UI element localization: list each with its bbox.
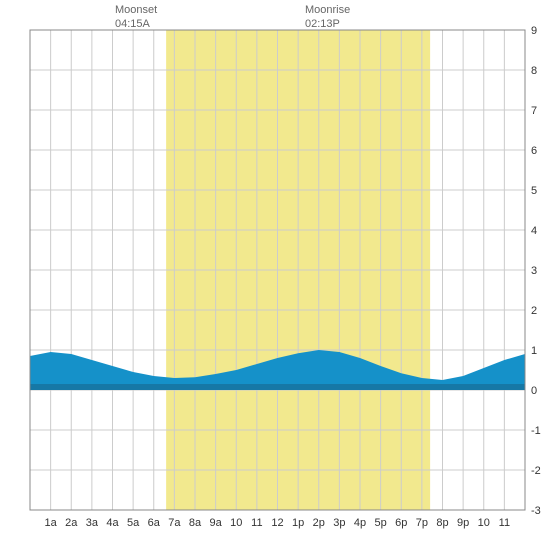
y-tick-label: 5 — [531, 185, 537, 197]
x-tick-label: 5p — [375, 517, 387, 529]
x-tick-label: 4a — [106, 517, 119, 529]
y-tick-label: 2 — [531, 305, 537, 317]
moonrise-annotation: Moonrise 02:13P — [305, 3, 350, 32]
chart-svg: -3-2-101234567891a2a3a4a5a6a7a8a9a101112… — [0, 0, 550, 550]
tide-dark-band — [30, 384, 525, 390]
x-tick-label: 11 — [499, 517, 510, 529]
x-tick-label: 2p — [313, 517, 325, 529]
x-tick-label: 1p — [292, 517, 304, 529]
x-tick-label: 7a — [168, 517, 181, 529]
moonset-time: 04:15A — [115, 17, 157, 31]
x-tick-label: 3p — [333, 517, 345, 529]
moonrise-title: Moonrise — [305, 3, 350, 17]
x-tick-label: 12 — [271, 517, 283, 529]
y-tick-label: -1 — [531, 425, 541, 437]
x-tick-label: 6p — [395, 517, 407, 529]
y-tick-label: 8 — [531, 65, 537, 77]
x-tick-label: 10 — [230, 517, 242, 529]
x-tick-label: 6a — [148, 517, 161, 529]
x-tick-label: 9p — [457, 517, 469, 529]
y-tick-label: 3 — [531, 265, 537, 277]
x-tick-label: 8a — [189, 517, 202, 529]
x-tick-label: 9a — [210, 517, 223, 529]
x-tick-label: 2a — [65, 517, 78, 529]
x-tick-label: 4p — [354, 517, 366, 529]
x-tick-label: 10 — [478, 517, 490, 529]
y-tick-label: 7 — [531, 105, 537, 117]
y-tick-label: -2 — [531, 465, 541, 477]
x-tick-label: 5a — [127, 517, 140, 529]
x-tick-label: 7p — [416, 517, 428, 529]
moonset-title: Moonset — [115, 3, 157, 17]
y-tick-label: 1 — [531, 345, 537, 357]
y-tick-label: 6 — [531, 145, 537, 157]
x-tick-label: 8p — [436, 517, 448, 529]
tide-chart: Moonset 04:15A Moonrise 02:13P -3-2-1012… — [0, 0, 550, 550]
x-tick-label: 3a — [86, 517, 99, 529]
y-tick-label: -3 — [531, 505, 541, 517]
y-tick-label: 0 — [531, 385, 537, 397]
moonset-annotation: Moonset 04:15A — [115, 3, 157, 32]
y-tick-label: 4 — [531, 225, 537, 237]
x-tick-label: 1a — [45, 517, 58, 529]
y-tick-label: 9 — [531, 25, 537, 37]
moonrise-time: 02:13P — [305, 17, 350, 31]
x-tick-label: 11 — [251, 517, 262, 529]
